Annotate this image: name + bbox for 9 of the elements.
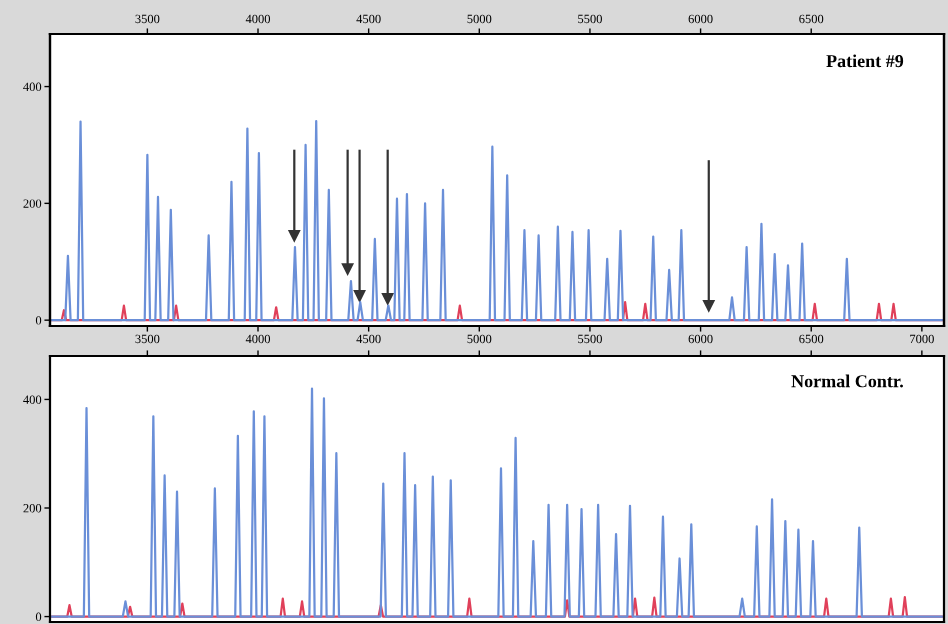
point — [354, 290, 366, 302]
point — [703, 300, 715, 312]
line-series — [51, 119, 943, 322]
point — [382, 293, 394, 305]
point — [342, 263, 354, 275]
point — [288, 229, 300, 242]
text: Normal Contr. — [791, 374, 903, 388]
text: Patient #9 — [826, 54, 904, 68]
line-series — [51, 387, 943, 618]
